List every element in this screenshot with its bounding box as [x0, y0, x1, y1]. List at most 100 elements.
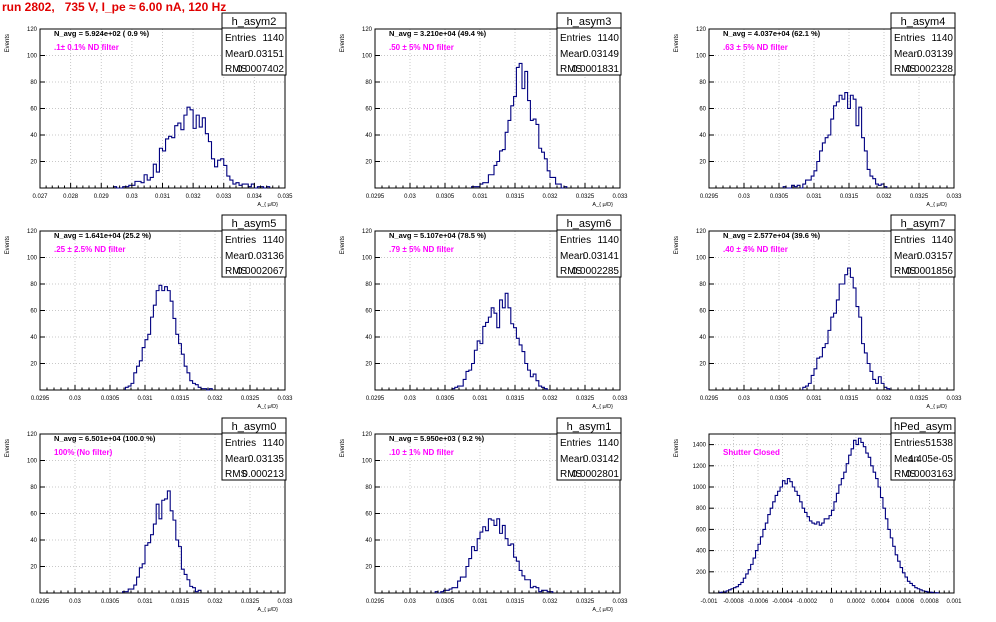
histogram-bin: [516, 561, 519, 593]
histogram-bin: [822, 348, 825, 390]
histogram-bin: [519, 570, 522, 593]
x-tick-label: 0.0325: [241, 599, 260, 605]
histogram-bin: [828, 135, 831, 188]
stats-rms-label: RMS: [560, 64, 583, 75]
histogram-outline: [471, 62, 568, 189]
x-tick-label: 0.031: [155, 194, 171, 200]
x-tick-label: 0.0295: [366, 599, 385, 605]
histogram-bin: [166, 139, 169, 188]
x-tick-label: 0.027: [32, 194, 48, 200]
histogram-bin: [876, 479, 878, 593]
histogram-bin: [176, 334, 179, 390]
stats-rms-label: RMS: [894, 266, 917, 277]
y-axis: 20 40 60 80 100 120: [362, 27, 380, 166]
y-axis: 20 40 60 80 100 120: [362, 229, 380, 368]
histogram-bin: [508, 120, 511, 188]
histogram-bin: [530, 588, 533, 593]
histogram-bin: [488, 175, 491, 188]
y-tick-label: 100: [362, 256, 373, 262]
stats-entries-label: Entries: [560, 235, 591, 246]
histogram-bin: [477, 539, 480, 593]
histogram-bin: [812, 523, 814, 593]
navg-label: N_avg = 6.501e+04 (100.0 %): [54, 434, 156, 443]
histogram-bins: [125, 285, 212, 390]
x-tick-label: 0.03: [404, 396, 416, 402]
y-tick-label: 40: [365, 538, 372, 544]
histogram-bin: [469, 559, 472, 593]
histogram-bin: [151, 317, 154, 390]
x-tick-label: 0.0315: [171, 599, 190, 605]
histogram-bin: [528, 101, 531, 188]
y-tick-label: 120: [362, 229, 373, 235]
histogram-bin: [805, 512, 807, 593]
histogram-bin: [460, 386, 463, 390]
histogram-bin: [165, 287, 168, 390]
y-tick-label: 200: [696, 570, 707, 576]
histogram-bin: [844, 472, 846, 593]
y-axis: 20 40 60 80 100 120: [27, 432, 45, 571]
histogram-bin: [159, 519, 162, 593]
histogram-bin: [834, 313, 837, 390]
x-tick-label: 0.031: [472, 194, 488, 200]
histogram-bin: [134, 585, 137, 593]
histogram-bin: [544, 389, 547, 390]
x-tick-label: 0.032: [207, 396, 223, 402]
histogram-bin: [184, 366, 187, 390]
histogram-bin: [819, 525, 821, 593]
stats-mean-value: 0.03142: [583, 454, 620, 465]
y-tick-label: 600: [696, 527, 707, 533]
stats-mean-value: 0.03157: [917, 251, 954, 262]
histogram-bin: [773, 502, 775, 593]
histogram-bin: [753, 558, 755, 593]
x-axis-title: A_{ μ/D}: [592, 202, 613, 208]
histogram-bins: [435, 519, 553, 593]
histogram-bin: [472, 364, 475, 391]
stats-mean-label: Mean: [225, 454, 250, 465]
histogram-name: h_asym2: [232, 16, 277, 28]
stats-box-frame: [556, 417, 622, 481]
stats-entries-value: 1140: [931, 33, 953, 44]
histogram-bin: [768, 515, 770, 593]
histogram-bin: [163, 151, 166, 188]
x-tick-label: 0.0315: [506, 396, 525, 402]
histogram-bin: [887, 389, 890, 390]
stats-mean-label: Mean: [894, 251, 919, 262]
histogram-bin: [500, 300, 503, 390]
histogram-bin: [862, 344, 865, 390]
y-tick-label: 20: [365, 160, 372, 166]
filter-label: .79 ± 5% ND filter: [389, 245, 454, 254]
histogram-bin: [483, 527, 486, 593]
filter-label: .63 ± 5% ND filter: [723, 43, 788, 52]
stats-box-frame: [221, 12, 287, 76]
histogram-bin: [137, 366, 140, 390]
x-tick-label: 0.0325: [910, 396, 929, 402]
histogram-bin: [861, 442, 863, 593]
histogram-bin: [873, 472, 875, 593]
histogram-bin: [807, 517, 809, 593]
x-axis-title: A_{ μ/D}: [926, 202, 947, 208]
histogram-bin: [859, 317, 862, 390]
y-tick-label: 80: [699, 80, 706, 86]
x-tick-label: 0.0325: [241, 396, 260, 402]
y-tick-label: 1400: [693, 443, 707, 449]
x-tick-label: 0.031: [137, 599, 153, 605]
filter-label: .25 ± 2.5% ND filter: [54, 245, 126, 254]
histogram-bin: [505, 132, 508, 188]
stats-entries-value: 1140: [931, 235, 953, 246]
y-tick-label: 20: [699, 160, 706, 166]
histogram-bin: [173, 520, 176, 593]
histogram-bin: [500, 151, 503, 188]
x-axis-title: A_{ μ/D}: [592, 607, 613, 613]
histogram-bin: [148, 543, 151, 593]
histogram-bin: [824, 519, 826, 593]
histogram-bin: [151, 535, 154, 593]
histogram-bin: [536, 124, 539, 188]
stats-entries-value: 1140: [597, 438, 619, 449]
y-tick-label: 100: [362, 54, 373, 60]
histogram-bin: [181, 569, 184, 593]
stats-box: h_asym6 Entries 1140 Mean0.03141RMS0.000228…: [556, 214, 622, 278]
histogram-bin: [836, 300, 839, 390]
run-title: run 2802, 735 V, I_pe ≈ 6.00 nA, 120 Hz: [2, 0, 227, 14]
y-tick-label: 80: [30, 282, 37, 288]
histogram-bin: [539, 592, 542, 593]
